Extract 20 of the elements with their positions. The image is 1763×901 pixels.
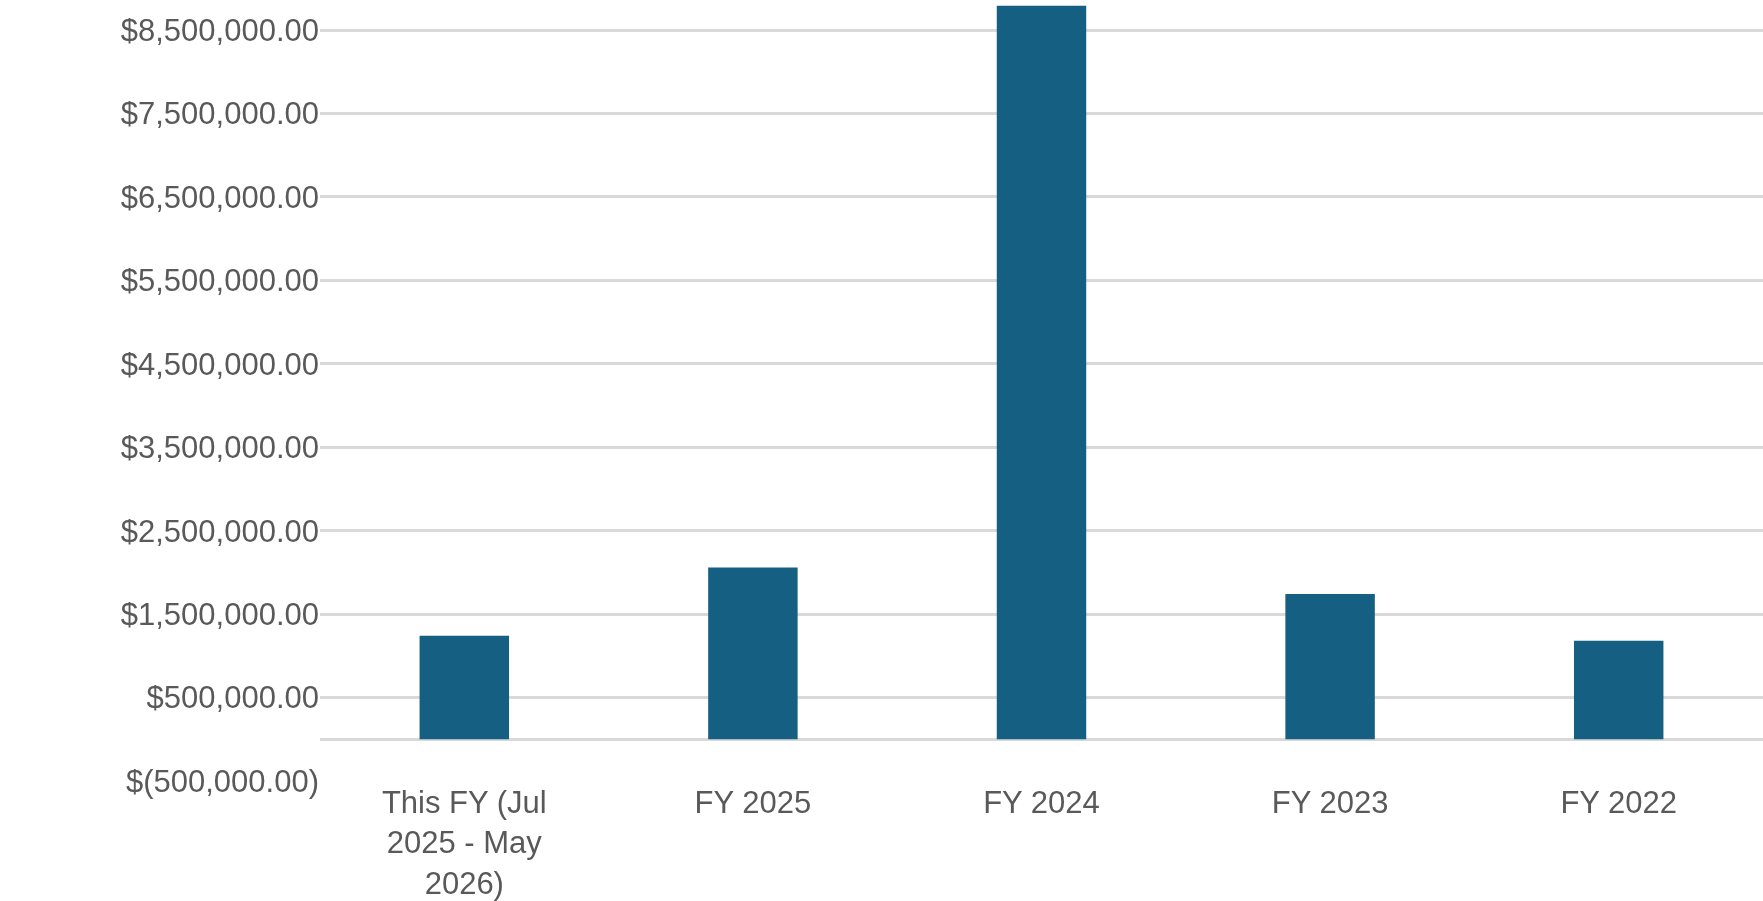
x-tick-label: FY 2023 <box>1271 785 1389 820</box>
bar <box>996 5 1087 740</box>
y-tick-label: $8,500,000.00 <box>120 12 319 48</box>
bar <box>1573 640 1664 740</box>
bar <box>1285 594 1375 740</box>
y-tick-label: $5,500,000.00 <box>120 263 319 299</box>
y-tick-label: $2,500,000.00 <box>120 513 319 549</box>
y-tick-label: $3,500,000.00 <box>120 430 319 466</box>
y-tick-label: $7,500,000.00 <box>120 96 319 132</box>
y-tick-label: $6,500,000.00 <box>120 179 319 215</box>
y-tick-label: $4,500,000.00 <box>120 346 319 382</box>
x-tick-label: FY 2022 <box>1560 785 1678 820</box>
x-tick-label: This FY (Jul 2025 - May 2026) <box>381 785 547 901</box>
x-tick-label: FY 2024 <box>983 785 1100 820</box>
bar <box>708 567 798 740</box>
x-tick-label: FY 2025 <box>694 785 812 820</box>
y-tick-label: $1,500,000.00 <box>120 596 319 632</box>
y-tick-label: $500,000.00 <box>146 680 319 716</box>
bar <box>419 635 510 740</box>
y-tick-label: $(500,000.00) <box>125 763 319 799</box>
